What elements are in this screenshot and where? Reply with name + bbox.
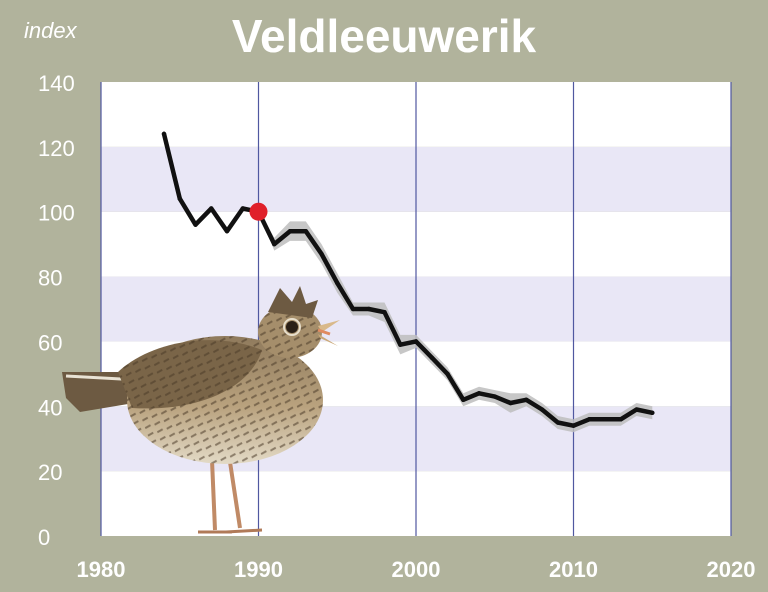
y-tick-label: 120 [38,136,75,161]
y-tick-label: 60 [38,330,62,355]
vertical-gridlines [100,82,732,536]
data-point [524,397,529,402]
chart-title: Veldleeuwerik [231,10,537,62]
series-layer [161,131,655,428]
data-point [335,280,340,286]
data-point [587,417,592,422]
bird-mouth [317,328,331,336]
bird-leg [228,461,242,529]
data-point [382,310,387,315]
bird-feet [198,528,263,534]
x-tick-label: 1990 [234,557,283,582]
data-point [476,391,482,396]
data-point [209,206,214,211]
bird-wing-streaks [118,340,262,409]
bird-beak-lower [318,334,338,346]
y-tick-label: 100 [38,201,75,226]
y-tick-label: 80 [38,266,62,291]
data-point [413,339,419,344]
y-tick-label: 40 [38,395,62,420]
data-point [287,228,293,234]
bird-crest [268,286,318,318]
x-tick-label: 2010 [549,557,598,582]
data-point [492,394,497,399]
data-point [650,410,655,415]
data-point [461,397,466,402]
data-point [398,342,403,347]
data-point [539,407,545,412]
data-point [303,228,308,234]
reference-point [249,202,268,221]
x-tick-label: 1980 [77,557,126,582]
skylark-photo [62,286,340,534]
data-point [366,306,371,312]
y-tick-label: 0 [38,525,50,550]
data-point [429,355,434,360]
data-point [445,371,450,377]
y-axis-label: index [24,18,77,43]
data-point [193,222,198,227]
data-point [161,131,167,137]
data-point [350,306,356,312]
data-point [602,417,608,422]
x-tick-label: 2020 [707,557,756,582]
data-point [272,241,277,247]
y-tick-label: 20 [38,460,62,485]
bird-eye-ring [283,318,301,336]
bird-leg [210,459,217,531]
bird-eye [286,321,298,333]
y-axis-ticks: 0 20 40 60 80 100 120 140 [38,71,75,550]
data-point [555,420,560,425]
data-point [177,196,182,201]
x-axis-ticks: 1980 1990 2000 2010 2020 [77,557,756,582]
data-point [224,228,230,234]
bird-beak-upper [318,320,340,332]
x-tick-label: 2000 [392,557,441,582]
data-point [571,423,576,428]
data-point [319,251,324,257]
reference-layer [249,202,268,221]
y-tick-label: 140 [38,71,75,96]
data-point [508,400,513,406]
data-point [634,407,639,412]
data-point [618,417,623,422]
data-point [240,206,245,211]
series-line [161,131,655,428]
